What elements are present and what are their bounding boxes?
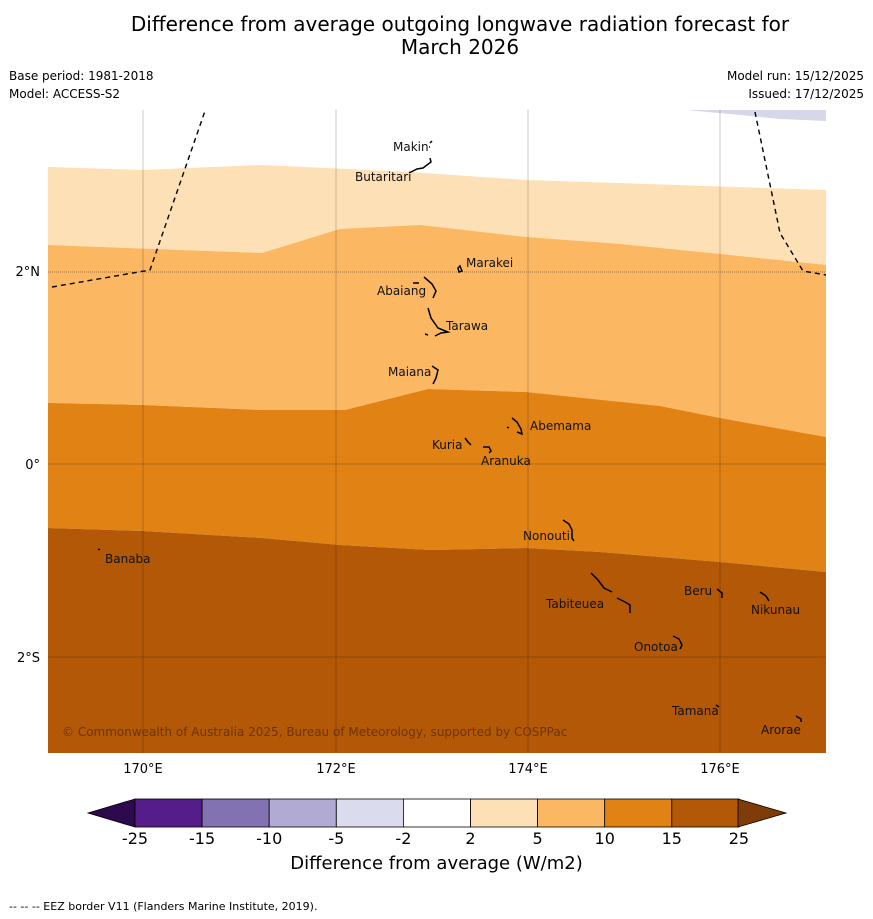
colorbar-box-4 [402,798,471,828]
colorbar-under-arrow [86,798,136,828]
place-label-abemama: Abemama [530,419,591,433]
colorbar-tick-4: -2 [395,829,411,848]
x-tick-170: 170°E [123,762,163,777]
island-marakei [457,264,463,273]
issued-date: Issued: 17/12/2025 [748,87,864,101]
y-tick-2n: 2°N [16,265,41,280]
footer-note: -- -- -- EEZ border V11 (Flanders Marine… [9,900,318,913]
colorbar-tick-3: -5 [328,829,344,848]
place-label-marakei: Marakei [466,256,513,270]
island-abemama [506,417,524,436]
colorbar-box-1 [201,798,270,828]
colorbar-tick-0: -25 [122,829,148,848]
place-label-nonouti: Nonouti [523,529,570,543]
colorbar-tick-1: -15 [189,829,215,848]
eez-border [51,110,826,288]
band-10-15 [48,389,826,572]
band-2-5 [48,165,826,265]
colorbar-over-arrow [737,798,788,828]
place-label-butaritari: Butaritari [355,170,412,184]
place-label-tarawa: Tarawa [445,319,488,333]
place-labels: Makin Butaritari Marakei Abaiang Tarawa Maian… [105,140,801,737]
island-outlines [97,140,802,722]
colorbar-box-0 [134,798,203,828]
place-label-maiana: Maiana [388,365,431,379]
island-beru [716,588,723,598]
meta-right: Model run: 15/12/2025 Issued: 17/12/2025 [727,67,864,103]
x-tick-174: 174°E [508,762,548,777]
colorbar-box-7 [604,798,673,828]
colorbar-box-2 [268,798,337,828]
place-label-nikunau: Nikunau [751,603,800,617]
y-tick-0: 0° [25,458,40,473]
place-label-aranuka: Aranuka [481,454,531,468]
colorbar-tick-9: 25 [729,829,749,848]
title-line-2: March 2026 [400,35,520,59]
colorbar-tick-5: 2 [465,829,475,848]
title-line-1: Difference from average outgoing longwav… [130,12,790,36]
colorbar-tick-7: 10 [595,829,615,848]
meta-left: Base period: 1981-2018 Model: ACCESS-S2 [9,67,154,103]
copyright-text: © Commonwealth of Australia 2025, Bureau… [62,725,567,739]
island-nikunau [759,591,770,602]
island-abaiang [413,276,437,299]
island-tabiteuea [590,572,631,613]
grid-lines [48,110,826,753]
colorbar-tick-8: 15 [662,829,682,848]
x-tick-172: 172°E [316,762,356,777]
colorbar-box-5 [470,798,538,828]
colorbar-box-8 [671,798,740,828]
y-tick-2s: 2°S [17,651,40,666]
base-period: Base period: 1981-2018 [9,69,154,83]
place-label-tabiteuea: Tabiteuea [545,597,604,611]
x-tick-176: 176°E [700,762,740,777]
place-label-tamana: Tamana [671,704,719,718]
island-makin [429,140,433,148]
island-kuria [464,437,472,446]
band-15-25 [48,528,826,753]
place-label-onotoa: Onotoa [634,640,678,654]
colorbar-title: Difference from average (W/m2) [290,853,583,874]
place-label-arorae: Arorae [761,723,801,737]
place-label-beru: Beru [684,584,712,598]
place-label-banaba: Banaba [105,552,151,566]
island-butaritari [408,157,432,174]
island-onotoa [672,635,683,650]
colorbar-tick-labels: -25 -15 -10 -5 -2 2 5 10 15 25 [122,829,749,848]
page-title: Difference from average outgoing longwav… [40,13,873,59]
model-name: Model: ACCESS-S2 [9,87,121,101]
colorbar-boxes [134,798,740,828]
colorbar-tick-6: 5 [533,829,543,848]
island-arorae [795,715,802,722]
island-tarawa [424,307,451,337]
colorbar-box-6 [537,798,606,828]
model-run: Model run: 15/12/2025 [726,69,864,83]
island-nonouti [562,519,575,542]
place-label-abaiang: Abaiang [377,284,426,298]
band-5-10 [48,225,826,437]
colorbar-box-3 [335,798,404,828]
island-maiana [431,365,439,385]
island-tamana [715,704,720,708]
place-label-kuria: Kuria [432,438,463,452]
colorbar-tick-2: -10 [256,829,282,848]
axis-labels: 170°E 172°E 174°E 176°E 2°N 0° 2°S [16,265,740,777]
island-banaba [97,548,101,551]
island-aranuka [483,446,492,454]
place-label-makin: Makin [393,140,429,154]
